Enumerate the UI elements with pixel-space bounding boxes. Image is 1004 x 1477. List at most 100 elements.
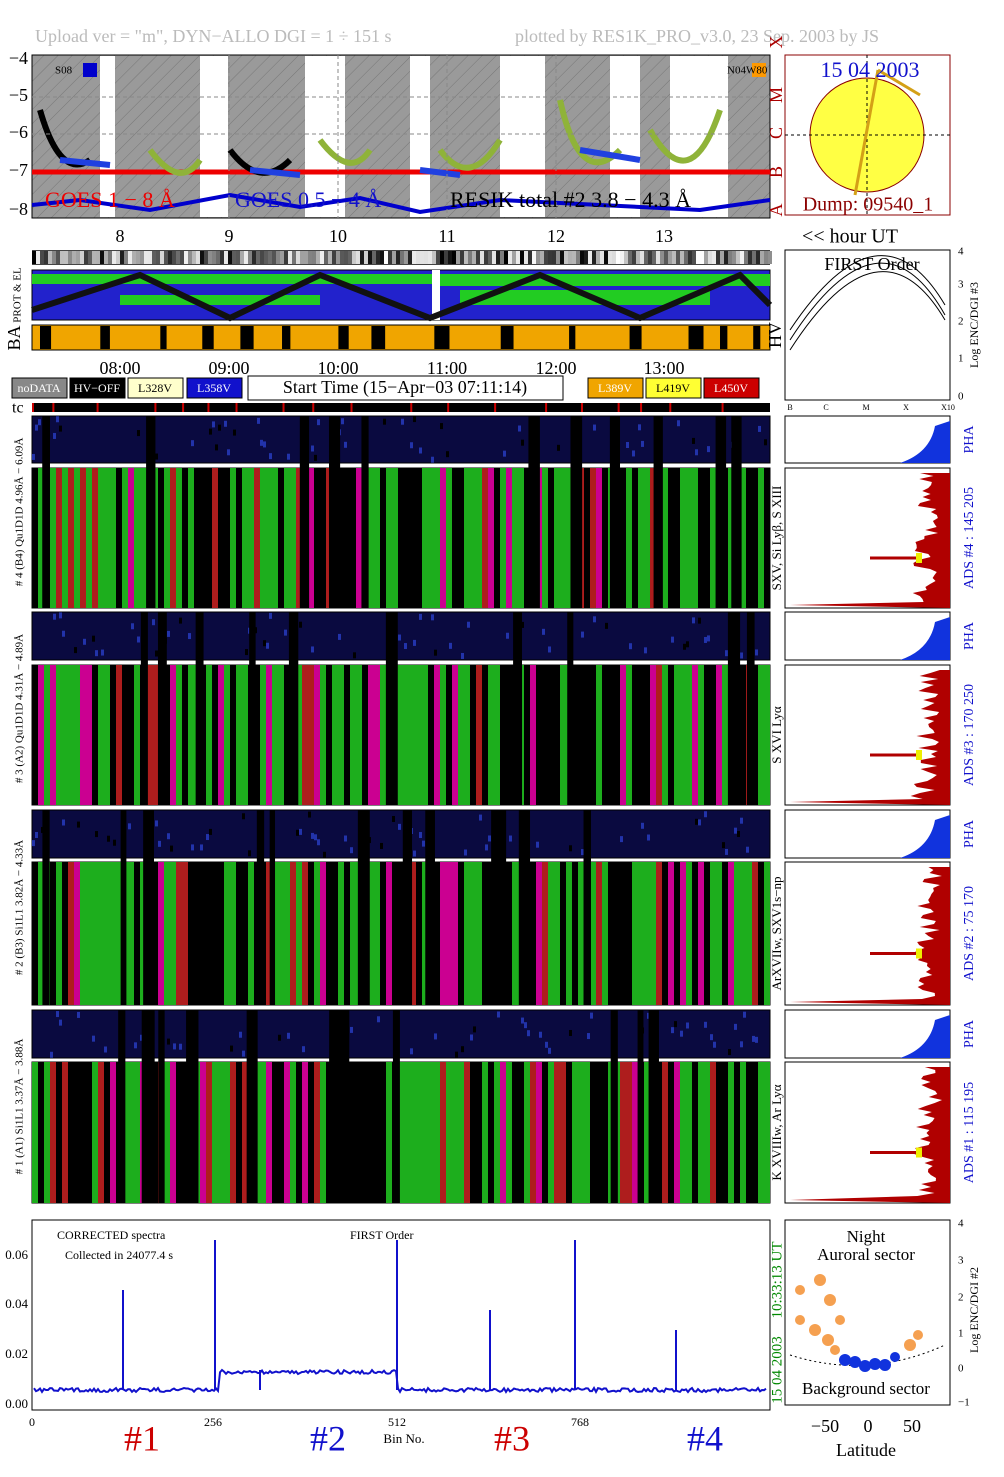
wide-band — [296, 468, 302, 608]
wide-band — [686, 468, 692, 608]
strip-cell — [108, 251, 112, 264]
wide-band — [434, 468, 440, 608]
legend-box — [69, 377, 126, 399]
strip-cell — [200, 251, 204, 264]
wide-band — [572, 1062, 578, 1203]
wide-band — [722, 665, 728, 805]
wide-band — [320, 862, 326, 1005]
wide-band — [188, 862, 194, 1005]
wide-band — [236, 862, 242, 1005]
wide-band — [326, 1062, 332, 1203]
wide-band — [752, 862, 758, 1005]
narrow-cell — [518, 425, 521, 432]
narrow-cell — [467, 621, 470, 628]
wide-band — [476, 862, 482, 1005]
narrow-cell — [740, 1041, 743, 1048]
wide-band — [320, 468, 326, 608]
strip-cell — [364, 251, 368, 264]
strip-cell — [312, 251, 316, 264]
narrow-cell — [527, 1030, 530, 1037]
wide-band — [464, 665, 470, 805]
first-order-curves — [789, 255, 946, 351]
wide-band — [110, 1062, 116, 1203]
strip-cell — [536, 251, 540, 264]
strip-cell — [652, 251, 656, 264]
x-tick-label: −50 — [811, 1416, 839, 1436]
strip-cell — [188, 251, 192, 264]
narrow-cell — [95, 831, 98, 838]
wide-band — [338, 862, 344, 1005]
strip-cell — [556, 251, 560, 264]
strip-cell — [228, 251, 232, 264]
pha-label: PHA — [962, 425, 977, 454]
wide-band — [644, 665, 650, 805]
wide-band — [152, 665, 158, 805]
tc-mark — [350, 403, 353, 412]
ba-panel — [31, 324, 771, 351]
wide-band — [170, 665, 176, 805]
narrow-cell — [137, 430, 140, 437]
strip-cell — [500, 251, 504, 264]
wide-band — [434, 1062, 440, 1203]
wide-band — [206, 862, 212, 1005]
x-tick-label: C — [823, 403, 828, 412]
strip-cell — [532, 251, 536, 264]
narrow-cell — [704, 636, 707, 643]
wide-band — [734, 1062, 740, 1203]
dark-gap — [141, 1010, 155, 1203]
wide-band — [128, 1062, 134, 1203]
wide-band — [764, 665, 770, 805]
legend-box — [645, 377, 702, 399]
narrow-cell — [728, 1049, 731, 1056]
detector-label: # 4 (B4) Qu1D1D 4.96Å − 6.09Å — [14, 438, 26, 587]
wide-band — [458, 862, 464, 1005]
wide-band — [176, 1062, 182, 1203]
narrow-cell — [167, 1038, 170, 1045]
narrow-cell — [644, 647, 647, 654]
narrow-cell — [377, 1016, 380, 1023]
strip-cell — [504, 251, 508, 264]
wide-band — [398, 665, 404, 805]
strip-cell — [608, 251, 612, 264]
narrow-cell — [260, 439, 263, 446]
wide-band — [608, 862, 614, 1005]
wide-band — [518, 468, 524, 608]
strip-cell — [232, 251, 236, 264]
narrow-spectrogram — [31, 809, 771, 859]
wide-band — [386, 862, 392, 1005]
wide-band — [602, 665, 608, 805]
narrow-cell — [557, 444, 560, 451]
strip-cell — [516, 251, 520, 264]
wide-band — [116, 468, 122, 608]
narrow-cell — [35, 424, 38, 431]
wide-band — [86, 1062, 92, 1203]
wide-band — [290, 862, 296, 1005]
spectrum-time: 10:33:13 UT — [769, 1241, 785, 1318]
sector-label: Background sector — [802, 1379, 930, 1398]
strip-cell — [572, 251, 576, 264]
strip-cell — [300, 251, 304, 264]
wide-band — [266, 665, 272, 805]
wide-band — [224, 1062, 230, 1203]
wide-band — [326, 862, 332, 1005]
strip-label: BA — [4, 325, 24, 350]
wide-band — [344, 862, 350, 1005]
wide-band — [716, 1062, 722, 1203]
narrow-cell — [179, 1043, 182, 1050]
wide-band — [386, 468, 392, 608]
strip-cell — [456, 251, 460, 264]
wide-band — [668, 862, 674, 1005]
start-time: Start Time (15−Apr−03 07:11:14) — [283, 377, 527, 398]
narrow-cell — [155, 453, 158, 460]
wide-band — [644, 862, 650, 1005]
axis-label: Log ENC/DGI #2 — [967, 1267, 981, 1353]
wide-band — [728, 468, 734, 608]
ads-label: ADS #4 : 145 205 — [962, 487, 977, 589]
dark-gap — [357, 810, 370, 1005]
wide-band — [482, 468, 488, 608]
wide-band — [122, 665, 128, 805]
wide-band — [254, 468, 260, 608]
wide-band — [296, 665, 302, 805]
strip-cell — [676, 251, 680, 264]
narrow-cell — [410, 442, 413, 449]
